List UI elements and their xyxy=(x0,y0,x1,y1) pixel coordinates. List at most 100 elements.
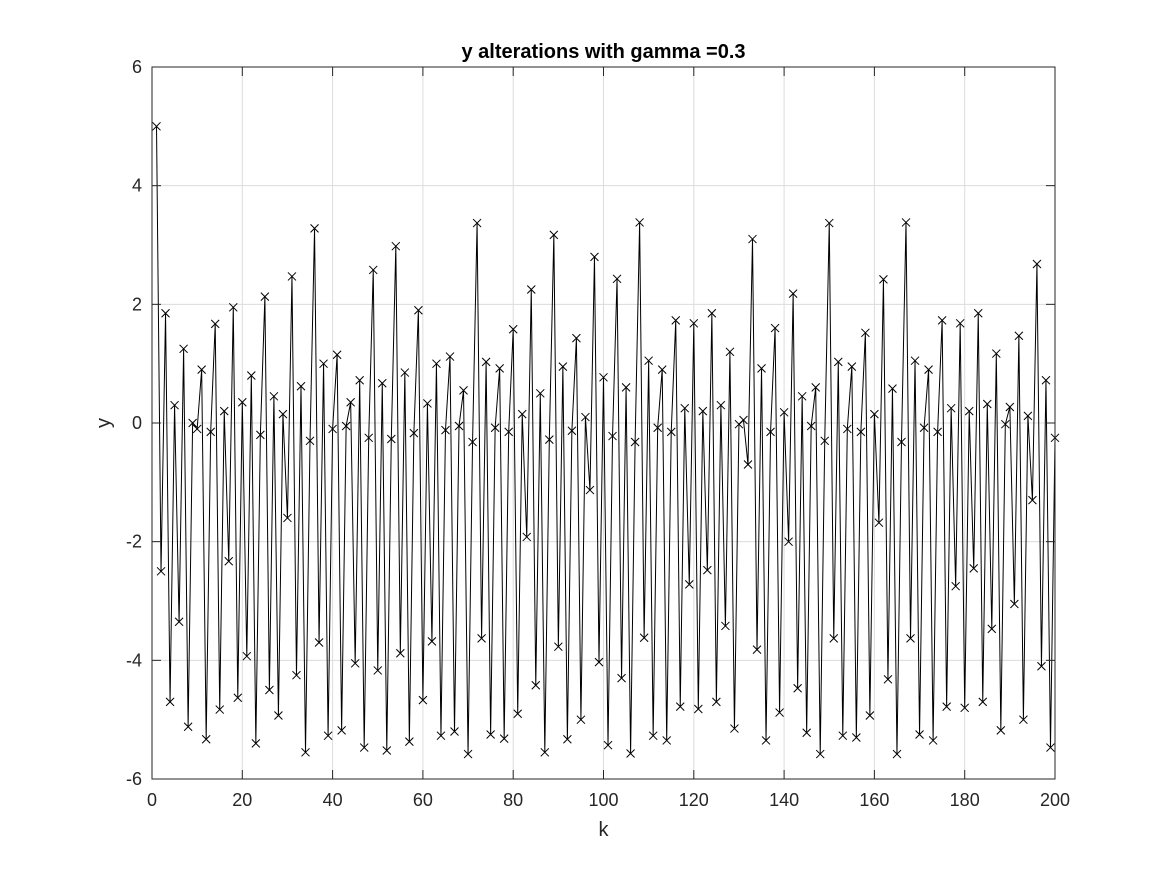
x-tick-label: 180 xyxy=(950,790,980,810)
data-point-marker xyxy=(797,391,807,401)
data-point-marker xyxy=(915,730,924,739)
data-point-marker xyxy=(540,747,550,757)
data-point-marker xyxy=(441,425,450,435)
data-point-marker xyxy=(617,673,626,683)
data-point-marker xyxy=(341,421,351,431)
data-point-marker xyxy=(314,638,324,647)
data-point-marker xyxy=(581,412,590,422)
data-point-marker xyxy=(260,292,270,301)
data-point-marker xyxy=(1019,715,1028,725)
x-tick-label: 140 xyxy=(769,790,799,810)
data-point-marker xyxy=(553,642,563,652)
data-point-marker xyxy=(892,749,902,759)
data-point-marker xyxy=(779,407,789,417)
data-point-marker xyxy=(1023,411,1033,421)
data-point-marker xyxy=(594,657,604,667)
data-point-marker xyxy=(296,381,306,391)
data-point-marker xyxy=(653,423,663,433)
data-point-marker xyxy=(599,372,608,382)
data-point-marker xyxy=(373,666,383,675)
data-point-marker xyxy=(739,415,748,425)
data-point-marker xyxy=(165,697,175,707)
data-point-marker xyxy=(405,737,414,746)
data-point-marker xyxy=(752,645,762,655)
data-point-marker xyxy=(761,736,771,745)
data-point-marker xyxy=(472,218,482,228)
data-point-marker xyxy=(802,728,812,738)
y-tick-label: 2 xyxy=(132,294,142,314)
data-point-marker xyxy=(630,437,640,447)
series-line xyxy=(156,126,1056,755)
data-point-marker xyxy=(477,634,486,643)
data-point-marker xyxy=(996,725,1006,735)
data-point-marker xyxy=(987,624,997,634)
data-point-marker xyxy=(730,724,739,733)
data-point-marker xyxy=(901,218,911,227)
data-point-marker xyxy=(811,383,821,392)
data-point-marker xyxy=(815,749,825,759)
data-point-marker xyxy=(964,406,974,416)
data-point-marker xyxy=(246,371,256,380)
data-point-marker xyxy=(544,435,554,444)
data-point-marker xyxy=(590,252,599,262)
data-point-marker xyxy=(662,736,672,745)
data-point-marker xyxy=(414,305,423,315)
data-point-marker xyxy=(951,581,961,591)
data-point-marker xyxy=(897,437,906,447)
data-point-marker xyxy=(224,556,234,566)
data-point-marker xyxy=(842,424,852,434)
data-point-marker xyxy=(359,743,369,752)
data-point-marker xyxy=(861,328,870,338)
data-point-marker xyxy=(508,324,518,334)
data-point-marker xyxy=(228,302,238,312)
data-point-marker xyxy=(788,289,798,299)
data-point-marker xyxy=(174,617,184,627)
data-point-marker xyxy=(310,224,319,233)
x-tick-label: 200 xyxy=(1040,790,1070,810)
y-tick-label: -4 xyxy=(126,650,142,670)
data-point-marker xyxy=(978,697,988,707)
data-point-marker xyxy=(183,722,193,732)
data-point-marker xyxy=(621,383,631,392)
data-point-marker xyxy=(346,397,356,407)
data-point-marker xyxy=(820,436,830,446)
data-point-marker xyxy=(969,564,979,573)
data-point-marker xyxy=(305,436,315,446)
data-point-marker xyxy=(608,431,617,441)
data-point-marker xyxy=(603,740,613,750)
data-point-marker xyxy=(955,318,965,328)
data-point-marker xyxy=(1000,419,1010,429)
data-point-marker xyxy=(973,308,983,318)
data-point-marker xyxy=(459,386,468,395)
data-point-marker xyxy=(1037,661,1046,671)
data-point-marker xyxy=(725,347,735,357)
data-point-marker xyxy=(170,400,179,410)
data-point-marker xyxy=(283,513,292,523)
data-point-marker xyxy=(432,359,441,369)
data-point-marker xyxy=(490,423,500,433)
y-tick-label: 0 xyxy=(132,413,142,433)
data-point-marker xyxy=(161,308,170,318)
data-point-marker xyxy=(888,384,897,393)
data-point-marker xyxy=(233,693,243,703)
data-point-marker xyxy=(391,241,401,251)
data-point-marker xyxy=(919,423,929,433)
data-point-marker xyxy=(879,275,888,284)
axis-ticks: 0 20 40 60 80 100 120 140 160 180 200 -6 -4 -2 0 2 4 6 xyxy=(126,57,1070,810)
data-point-marker xyxy=(793,683,802,693)
data-point-marker xyxy=(942,702,951,711)
data-point-marker xyxy=(707,308,717,318)
data-point-marker xyxy=(481,357,491,367)
data-point-marker xyxy=(572,333,581,343)
data-point-marker xyxy=(251,739,261,748)
data-point-marker xyxy=(156,566,166,576)
data-point-marker xyxy=(468,437,477,447)
data-point-marker xyxy=(192,424,202,434)
data-point-marker xyxy=(278,409,288,419)
data-point-marker xyxy=(910,356,920,366)
data-point-marker xyxy=(188,418,197,428)
data-point-marker xyxy=(675,702,685,711)
data-point-marker xyxy=(215,705,225,714)
data-point-marker xyxy=(991,349,1001,358)
